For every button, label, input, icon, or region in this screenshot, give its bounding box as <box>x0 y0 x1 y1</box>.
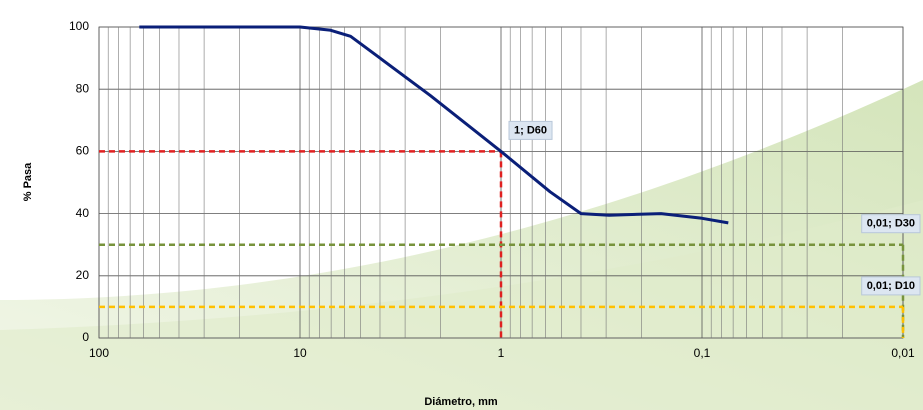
x-axis-title: Diámetro, mm <box>424 396 498 408</box>
y-tick-label: 80 <box>76 81 90 95</box>
x-tick-label: 0,01 <box>891 346 915 360</box>
reference-label-box <box>861 276 921 296</box>
reference-label: 1; D60 <box>508 120 553 140</box>
data-line <box>139 25 729 225</box>
background-swoosh <box>0 200 923 410</box>
reference-label-text: 1; D60 <box>514 124 547 136</box>
reference-label: 0,01; D30 <box>861 214 921 234</box>
y-tick-label: 0 <box>82 330 89 344</box>
y-tick-label: 40 <box>76 206 90 220</box>
y-tick-label: 20 <box>76 268 90 282</box>
y-tick-label: 100 <box>69 19 89 33</box>
reference-label-box <box>508 120 553 140</box>
reference-label: 0,01; D10 <box>861 276 921 296</box>
reference-label-box <box>861 214 921 234</box>
x-tick-label: 100 <box>89 346 109 360</box>
x-tick-label: 10 <box>293 346 307 360</box>
reference-label-text: 0,01; D10 <box>867 280 915 292</box>
reference-label-text: 0,01; D30 <box>867 218 915 230</box>
x-tick-label: 1 <box>498 346 505 360</box>
y-axis-title: % Pasa <box>22 162 34 201</box>
y-tick-label: 60 <box>76 144 90 158</box>
x-tick-label: 0,1 <box>694 346 711 360</box>
